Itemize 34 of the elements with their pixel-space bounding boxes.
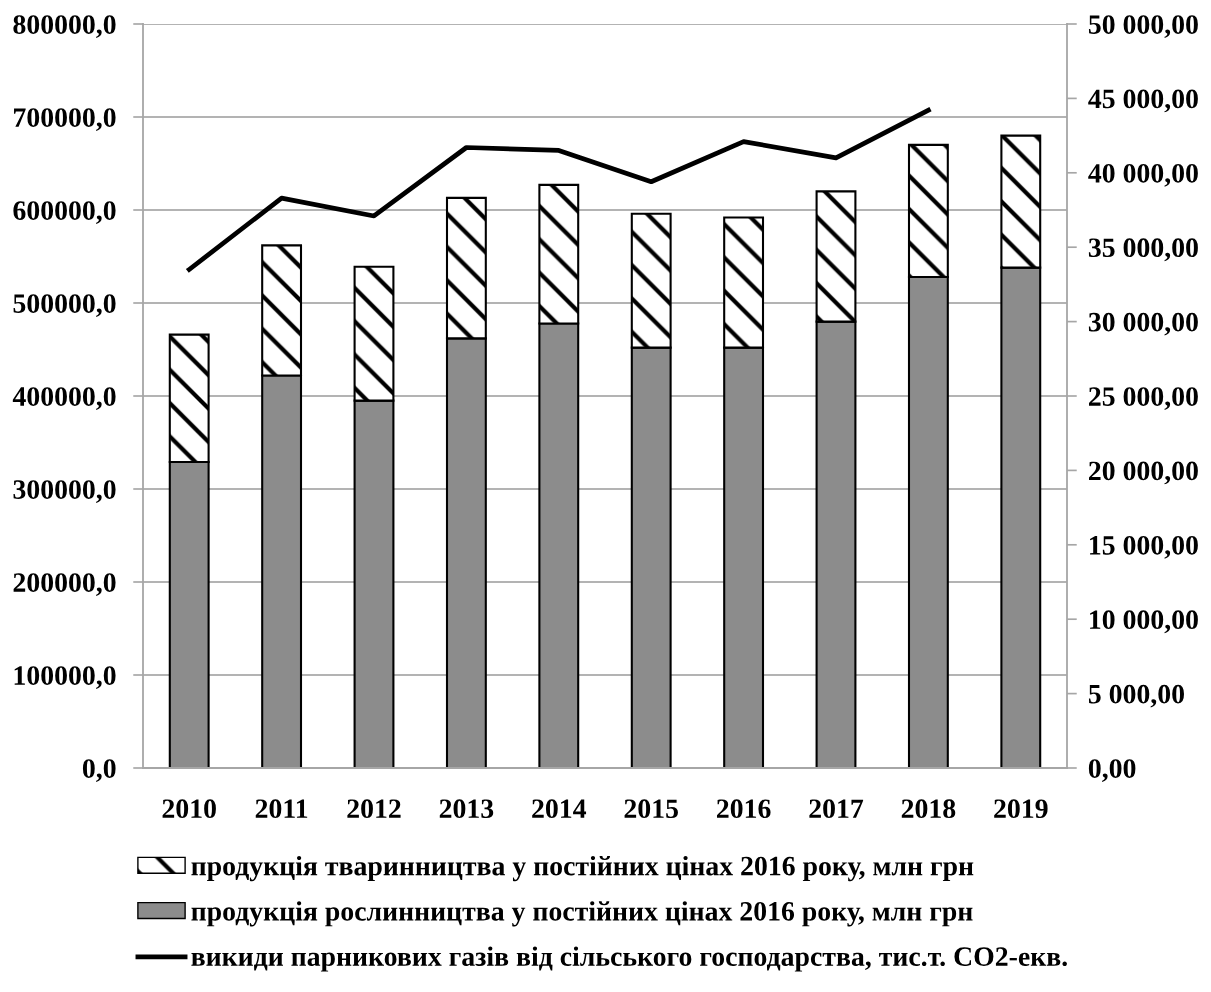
y2-tick-label: 5 000,00 xyxy=(1088,684,1184,708)
x-tick-label: 2018 xyxy=(901,799,956,819)
y2-tick-label: 0,00 xyxy=(1088,759,1136,782)
y-tick-label: 600000,0 xyxy=(13,201,116,224)
y2-tick-label: 35 000,00 xyxy=(1088,238,1198,262)
y-tick-label: 200000,0 xyxy=(13,573,116,596)
y2-tick-label: 25 000,00 xyxy=(1089,387,1198,410)
y2-tick-label: 15 000,00 xyxy=(1090,535,1198,559)
x-tick-label: 2016 xyxy=(716,799,771,819)
y-tick-label: 400000,0 xyxy=(12,387,116,410)
y-tick-label: 700000,0 xyxy=(14,108,116,131)
y-tick-label: 300000,0 xyxy=(13,480,116,503)
y2-tick-label: 50 000,00 xyxy=(1088,15,1198,38)
y2-tick-label: 20 000,00 xyxy=(1089,461,1198,485)
x-tick-label: 2011 xyxy=(255,799,308,819)
legend-label: продукція тваринництва у постійних цінах 2016 року, млн грн xyxy=(191,855,974,882)
y-tick-label: 800000,0 xyxy=(13,15,116,38)
x-tick-label: 2013 xyxy=(439,799,494,819)
y-tick-label: 0,0 xyxy=(82,759,116,782)
x-tick-label: 2010 xyxy=(162,799,216,819)
y2-tick-label: 40 000,00 xyxy=(1088,163,1198,187)
x-tick-label: 2017 xyxy=(809,799,864,819)
x-tick-label: 2012 xyxy=(347,799,401,819)
x-tick-label: 2019 xyxy=(994,799,1048,819)
y-tick-label: 100000,0 xyxy=(14,666,116,689)
x-tick-label: 2015 xyxy=(624,799,678,819)
y2-tick-label: 45 000,00 xyxy=(1088,89,1198,113)
x-tick-label: 2014 xyxy=(532,799,587,819)
y2-tick-label: 10 000,00 xyxy=(1090,610,1198,634)
y2-tick-label: 30 000,00 xyxy=(1088,312,1198,336)
y-tick-label: 500000,0 xyxy=(13,294,116,317)
line-series xyxy=(186,107,931,272)
legend-label: викиди парникових газів від сільського господарства, тис.т. СО2-екв. xyxy=(191,946,1067,972)
legend-label: продукція рослинництва у постійних цінах 2016 року, млн грн xyxy=(191,901,973,927)
